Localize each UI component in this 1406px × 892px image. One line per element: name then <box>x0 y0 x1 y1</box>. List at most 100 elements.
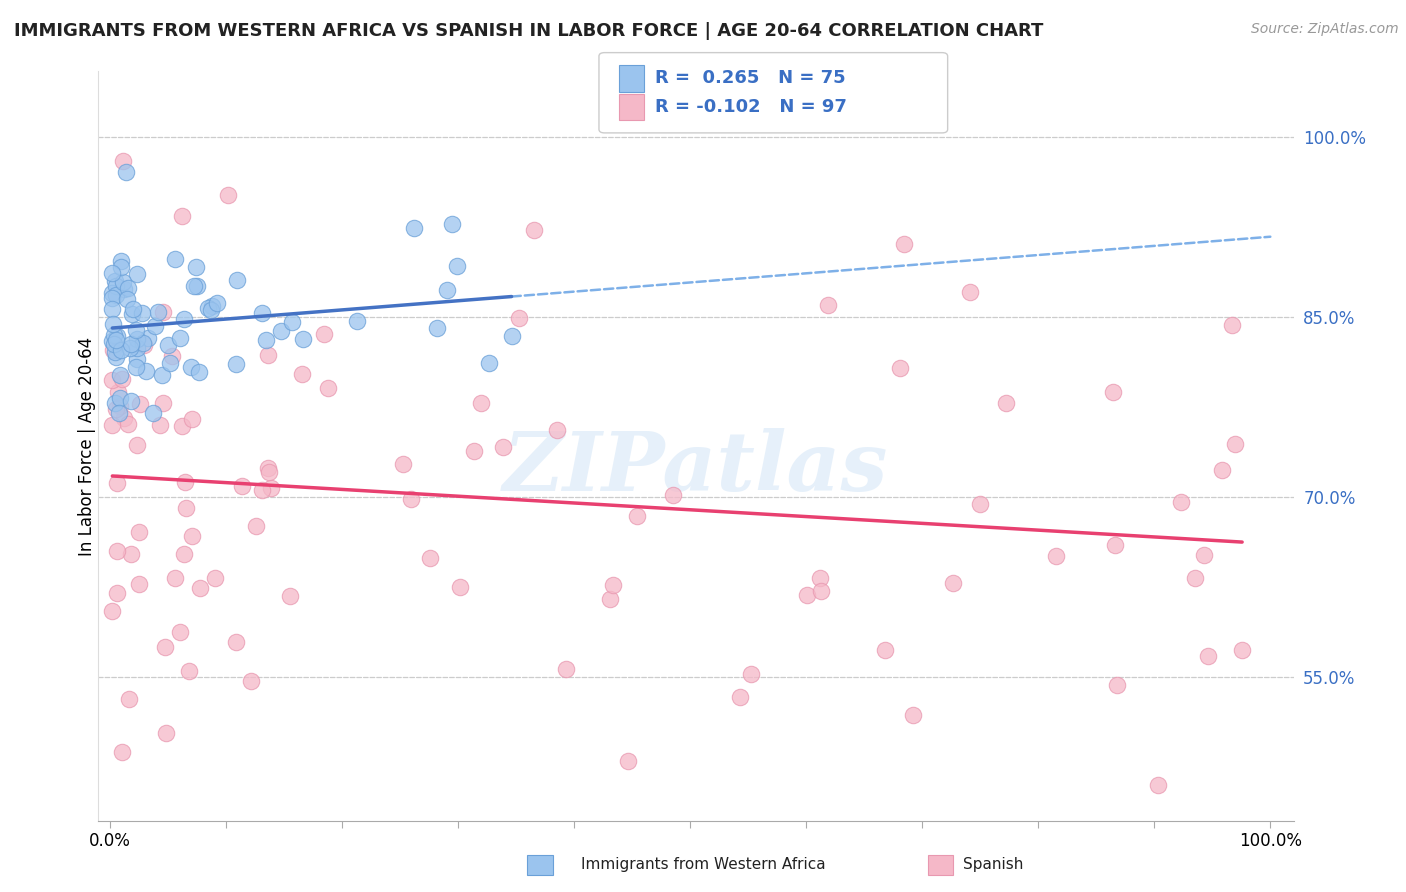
Point <box>180 359 202 374</box>
Point <box>446 260 468 274</box>
Point <box>146 305 169 319</box>
Point <box>399 492 422 507</box>
Point <box>152 305 174 319</box>
Point <box>174 475 197 490</box>
Point <box>101 604 124 618</box>
Point <box>121 307 143 321</box>
Point <box>1105 678 1128 692</box>
Point <box>127 341 149 355</box>
Point <box>226 273 249 287</box>
Point <box>173 311 195 326</box>
Point <box>662 488 685 502</box>
Point <box>1230 642 1253 657</box>
Point <box>104 396 127 410</box>
Point <box>1170 495 1192 509</box>
Point <box>101 343 124 358</box>
Point <box>217 188 239 202</box>
Point <box>1184 571 1206 585</box>
Point <box>796 588 818 602</box>
Text: Immigrants from Western Africa: Immigrants from Western Africa <box>581 857 825 872</box>
Text: R =  0.265   N = 75: R = 0.265 N = 75 <box>655 70 846 87</box>
Point <box>186 260 208 275</box>
Point <box>278 590 301 604</box>
Point <box>152 396 174 410</box>
Point <box>183 279 205 293</box>
Point <box>115 292 138 306</box>
Point <box>105 544 128 558</box>
Point <box>104 333 127 347</box>
Point <box>259 481 281 495</box>
Point <box>125 438 148 452</box>
Point <box>101 286 124 301</box>
Point <box>200 302 222 317</box>
Point <box>463 443 485 458</box>
Point <box>889 360 911 375</box>
Y-axis label: In Labor Force | Age 20-64: In Labor Force | Age 20-64 <box>79 336 96 556</box>
Point <box>740 666 762 681</box>
Point <box>169 331 191 345</box>
Text: Source: ZipAtlas.com: Source: ZipAtlas.com <box>1251 22 1399 37</box>
Point <box>155 640 177 655</box>
Point <box>901 707 924 722</box>
Point <box>107 586 129 600</box>
Point <box>117 281 139 295</box>
Point <box>522 222 544 236</box>
Point <box>120 336 142 351</box>
Point <box>440 217 463 231</box>
Point <box>104 345 127 359</box>
Point <box>201 299 224 313</box>
Point <box>159 356 181 370</box>
Point <box>169 624 191 639</box>
Point <box>419 551 441 566</box>
Point <box>112 411 135 425</box>
Point <box>225 357 247 371</box>
Point <box>111 745 134 759</box>
Point <box>817 298 839 312</box>
Point <box>111 372 134 386</box>
Point <box>250 483 273 497</box>
Point <box>546 423 568 437</box>
Point <box>316 381 339 395</box>
Point <box>1102 385 1125 400</box>
Point <box>1220 318 1243 332</box>
Point <box>730 690 752 704</box>
Point <box>128 576 150 591</box>
Point <box>165 252 187 266</box>
Point <box>122 301 145 316</box>
Point <box>155 726 177 740</box>
Point <box>115 165 138 179</box>
Point <box>173 547 195 561</box>
Point <box>436 284 458 298</box>
Point <box>108 368 131 382</box>
Point <box>150 368 173 383</box>
Point <box>120 393 142 408</box>
Point <box>129 396 152 410</box>
Point <box>101 418 124 433</box>
Text: R = -0.102   N = 97: R = -0.102 N = 97 <box>655 98 846 116</box>
Point <box>470 396 492 410</box>
Point <box>104 279 127 293</box>
Point <box>125 359 148 374</box>
Point <box>136 331 159 345</box>
Point <box>143 319 166 334</box>
Point <box>626 509 648 524</box>
Point <box>1197 648 1219 663</box>
Point <box>104 287 127 301</box>
Point <box>1211 462 1233 476</box>
Point <box>108 392 131 406</box>
Point <box>426 320 449 334</box>
Point <box>257 460 280 475</box>
Point <box>101 317 124 331</box>
Point <box>492 440 515 454</box>
Point <box>346 314 368 328</box>
Point <box>172 419 194 434</box>
Point <box>893 237 915 252</box>
Point <box>204 571 226 585</box>
Point <box>127 332 149 346</box>
Point <box>149 418 172 433</box>
Point <box>449 580 471 594</box>
Point <box>392 457 415 471</box>
Point <box>142 406 165 420</box>
Point <box>112 282 135 296</box>
Point <box>1192 549 1215 563</box>
